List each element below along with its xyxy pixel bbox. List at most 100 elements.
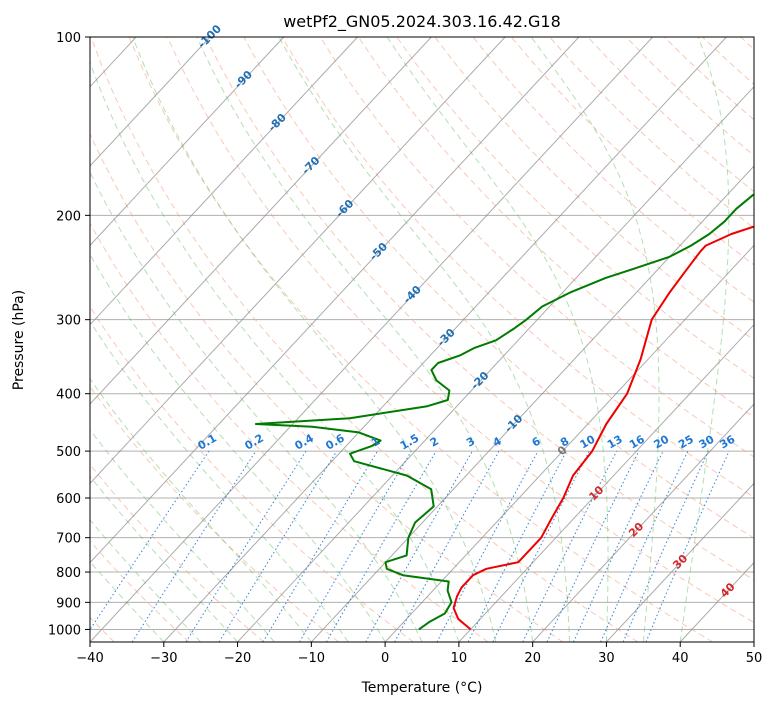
isotherm	[90, 37, 580, 564]
x-tick-label: −20	[224, 651, 251, 666]
moist-adiabat	[90, 60, 460, 642]
temperature-profile-line	[452, 225, 754, 631]
dry-adiabat	[472, 37, 754, 303]
y-tick-label: 400	[56, 388, 81, 403]
isotherm	[458, 323, 754, 642]
mixing-ratio-label: 10	[578, 432, 598, 451]
y-tick-label: 1000	[48, 623, 81, 638]
dry-adiabat	[90, 132, 564, 642]
isotherm	[90, 37, 654, 642]
dry-adiabat	[549, 37, 754, 229]
x-tick-label: 20	[524, 651, 541, 666]
mixing-ratio-line	[622, 450, 709, 642]
y-tick-label: 500	[56, 445, 81, 460]
y-tick-label: 600	[56, 492, 81, 507]
isotherm	[90, 37, 432, 405]
isotherm	[237, 85, 754, 642]
mixing-ratio-label: 0.2	[242, 432, 265, 453]
y-axis-title: Pressure (hPa)	[11, 290, 27, 390]
moist-adiabat	[196, 37, 534, 642]
dry-adiabat	[358, 37, 754, 418]
x-axis-title: Temperature (°C)	[361, 680, 483, 696]
y-tick-label: 900	[56, 596, 81, 611]
dry-adiabat	[90, 305, 414, 642]
mixing-ratio-line	[90, 450, 210, 631]
isotherm	[679, 561, 754, 642]
mixing-ratio-label: 20	[651, 432, 671, 451]
mixing-ratio-line	[394, 450, 500, 642]
isotherm	[606, 482, 754, 642]
mixing-ratio-label: 16	[627, 432, 647, 451]
mixing-ratio-line	[365, 450, 473, 642]
x-tick-label: −30	[150, 651, 177, 666]
x-tick-label: 30	[598, 651, 615, 666]
moist-adiabat	[132, 37, 497, 642]
mixing-ratio-label: 25	[676, 433, 696, 452]
mixing-ratio-line	[492, 450, 590, 642]
dry-adiabat	[510, 37, 754, 266]
mixing-ratio-line	[600, 450, 689, 642]
mixing-ratio-label: 30	[697, 432, 717, 451]
dry-adiabat	[434, 37, 754, 341]
moist-adiabat	[90, 320, 349, 642]
isotherm	[163, 37, 727, 642]
dry-adiabat	[281, 37, 754, 498]
isotherm	[753, 641, 754, 642]
dry-adiabat	[90, 37, 639, 642]
isotherm	[384, 244, 754, 642]
dry-adiabat	[90, 385, 339, 642]
dry-adiabat	[702, 37, 754, 86]
moist-adiabat	[530, 37, 660, 642]
mixing-ratio-line	[645, 450, 730, 642]
moist-adiabat	[90, 475, 238, 642]
x-tick-label: −40	[76, 651, 103, 666]
mixing-ratio-label: 36	[717, 432, 737, 451]
isotherm	[532, 403, 754, 642]
mixing-ratio-line	[299, 450, 412, 642]
dry-adiabat	[166, 37, 754, 624]
mixing-ratio-label: 1	[369, 435, 382, 450]
dry-adiabat	[90, 463, 265, 642]
isotherm	[310, 165, 754, 642]
dewpoint-profile-line	[254, 193, 754, 631]
dry-adiabat	[625, 37, 754, 157]
mixing-ratio-label: 0.1	[196, 432, 219, 453]
y-tick-label: 100	[56, 31, 81, 46]
mixing-ratio-label: 3	[464, 435, 477, 450]
y-tick-label: 300	[56, 314, 81, 329]
moist-adiabat	[90, 253, 386, 642]
x-tick-label: 40	[672, 651, 689, 666]
moist-adiabat	[90, 170, 423, 642]
plot-frame	[89, 36, 755, 643]
mixing-ratio-label: 13	[605, 433, 625, 452]
x-tick-label: 50	[746, 651, 763, 666]
moist-adiabat	[278, 37, 571, 642]
dry-adiabat	[128, 37, 713, 642]
moist-adiabat	[90, 377, 312, 642]
mixing-ratio-label: 1.5	[398, 432, 421, 453]
dry-adiabat	[740, 37, 754, 50]
y-tick-label: 800	[56, 566, 81, 581]
mixing-ratio-line	[185, 450, 307, 642]
isotherm	[90, 37, 358, 326]
mixing-ratio-line	[522, 450, 618, 642]
dry-adiabat	[587, 37, 754, 193]
mixing-ratio-line	[573, 450, 664, 642]
chart-title: wetPf2_GN05.2024.303.16.42.G18	[283, 12, 561, 32]
isotherm	[90, 37, 506, 485]
dry-adiabat	[396, 37, 754, 379]
y-tick-label: 700	[56, 532, 81, 547]
isotherm	[90, 37, 211, 167]
isotherm	[0, 37, 62, 642]
moist-adiabat	[386, 37, 609, 642]
mixing-ratio-line	[436, 450, 539, 642]
x-tick-label: 10	[451, 651, 468, 666]
x-tick-label: −10	[298, 651, 325, 666]
x-tick-label: 0	[381, 651, 389, 666]
mixing-ratio-line	[131, 450, 257, 642]
mixing-ratio-line	[218, 450, 338, 642]
mixing-ratio-label: 2	[428, 435, 441, 450]
dry-adiabat	[90, 540, 190, 642]
dry-adiabat	[243, 37, 754, 539]
